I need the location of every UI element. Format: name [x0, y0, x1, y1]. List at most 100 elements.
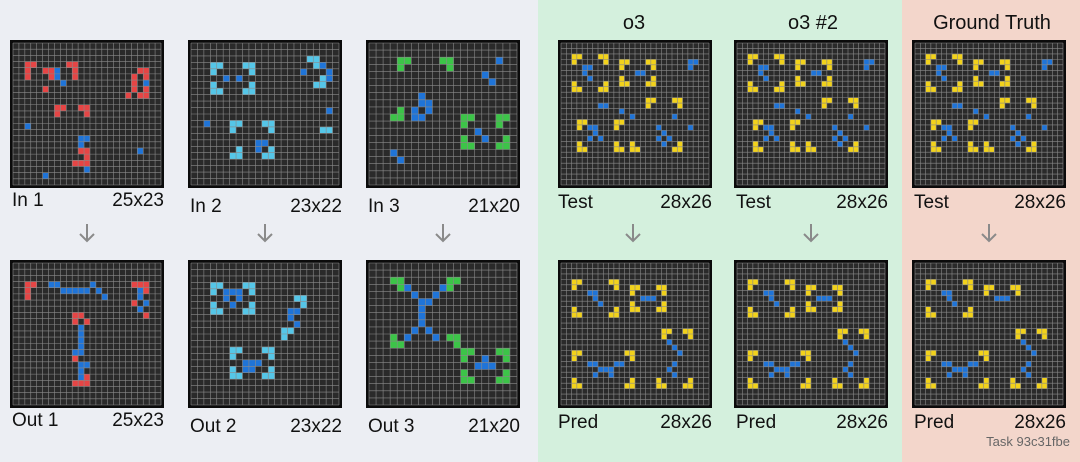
green-cell: [467, 376, 475, 384]
yellow-cell: [983, 350, 989, 356]
yellow-cell: [784, 312, 790, 318]
yellow-cell: [957, 59, 963, 65]
yellow-cell: [629, 284, 635, 291]
red-cell: [72, 160, 79, 167]
cyan-cell: [261, 120, 269, 127]
blue-cell: [848, 372, 854, 378]
red-cell: [143, 67, 150, 74]
blue-cell: [768, 361, 774, 367]
yellow-cell: [837, 334, 843, 340]
panel-label: In 1: [12, 190, 44, 211]
blue-cell: [223, 288, 230, 296]
blue-cell: [941, 135, 947, 142]
blue-cell: [952, 366, 958, 373]
blue-cell: [1010, 124, 1016, 131]
green-cell: [390, 341, 398, 349]
blue-cell: [287, 314, 294, 322]
panel-label: Out 3: [368, 416, 415, 437]
cyan-cell: [268, 346, 275, 354]
yellow-cell: [571, 306, 577, 313]
blue-cell: [592, 361, 598, 367]
blue-cell: [763, 124, 769, 131]
grid-size: 21x20: [468, 196, 520, 217]
blue-cell: [805, 114, 811, 120]
blue-cell: [869, 59, 875, 65]
yellow-cell: [571, 59, 577, 65]
yellow-cell: [629, 377, 635, 384]
cyan-cell: [313, 81, 320, 89]
red-cell: [84, 160, 90, 167]
yellow-cell: [747, 355, 753, 362]
yellow-cell: [805, 355, 811, 362]
yellow-cell: [619, 75, 625, 82]
yellow-cell: [613, 279, 620, 285]
blue-cell: [293, 308, 301, 315]
yellow-cell: [930, 124, 937, 131]
blue-cell: [78, 343, 85, 350]
cyan-cell: [216, 282, 224, 289]
yellow-cell: [789, 279, 796, 285]
cyan-cell: [236, 346, 243, 354]
blue-cell: [650, 295, 657, 302]
blue-cell: [672, 114, 678, 120]
test-grid-o3-2: [734, 40, 888, 188]
blue-cell: [811, 70, 817, 76]
blue-cell: [774, 301, 780, 307]
yellow-cell: [999, 81, 1005, 87]
red-cell: [84, 380, 90, 387]
yellow-cell: [863, 328, 870, 334]
yellow-cell: [983, 284, 989, 291]
blue-cell: [481, 355, 489, 363]
blue-cell: [411, 114, 419, 122]
yellow-cell: [571, 279, 577, 285]
yellow-cell: [656, 284, 662, 291]
red-cell: [143, 92, 150, 99]
yellow-cell: [925, 350, 931, 356]
red-cell: [24, 73, 31, 81]
output-grid-2: [188, 260, 342, 408]
yellow-cell: [925, 53, 931, 60]
yellow-cell: [779, 59, 785, 65]
blue-cell: [418, 92, 426, 100]
yellow-cell: [677, 97, 683, 104]
blue-cell: [137, 306, 144, 313]
cyan-cell: [210, 62, 217, 69]
yellow-cell: [973, 119, 979, 125]
red-cell: [143, 287, 150, 294]
blue-cell: [236, 288, 243, 296]
yellow-cell: [925, 86, 931, 93]
yellow-cell: [661, 383, 667, 389]
red-cell: [131, 73, 138, 81]
blue-cell: [763, 290, 769, 296]
red-cell: [84, 110, 90, 118]
blue-cell: [488, 78, 496, 86]
red-cell: [72, 67, 79, 74]
blue-cell: [946, 372, 952, 378]
yellow-cell: [925, 81, 931, 87]
green-cell: [495, 121, 503, 129]
yellow-cell: [925, 59, 931, 65]
yellow-cell: [1015, 334, 1021, 340]
yellow-cell: [973, 75, 979, 82]
green-cell: [446, 277, 454, 285]
blue-cell: [768, 290, 774, 296]
blue-cell: [973, 108, 979, 114]
yellow-cell: [983, 383, 989, 389]
yellow-cell: [1041, 328, 1048, 334]
yellow-cell: [805, 301, 811, 307]
cyan-cell: [281, 327, 288, 334]
green-cell: [446, 64, 454, 72]
cyan-cell: [248, 88, 256, 95]
blue-cell: [693, 59, 699, 65]
blue-cell: [418, 319, 426, 327]
yellow-cell: [837, 328, 843, 334]
red-cell: [42, 67, 49, 74]
yellow-cell: [795, 59, 801, 65]
yellow-cell: [930, 279, 937, 285]
panel-label: In 3: [368, 196, 400, 217]
blue-cell: [1041, 59, 1048, 65]
green-cell: [397, 106, 405, 114]
green-cell: [397, 64, 405, 72]
blue-cell: [613, 361, 620, 367]
panel-label: Pred: [558, 412, 599, 433]
